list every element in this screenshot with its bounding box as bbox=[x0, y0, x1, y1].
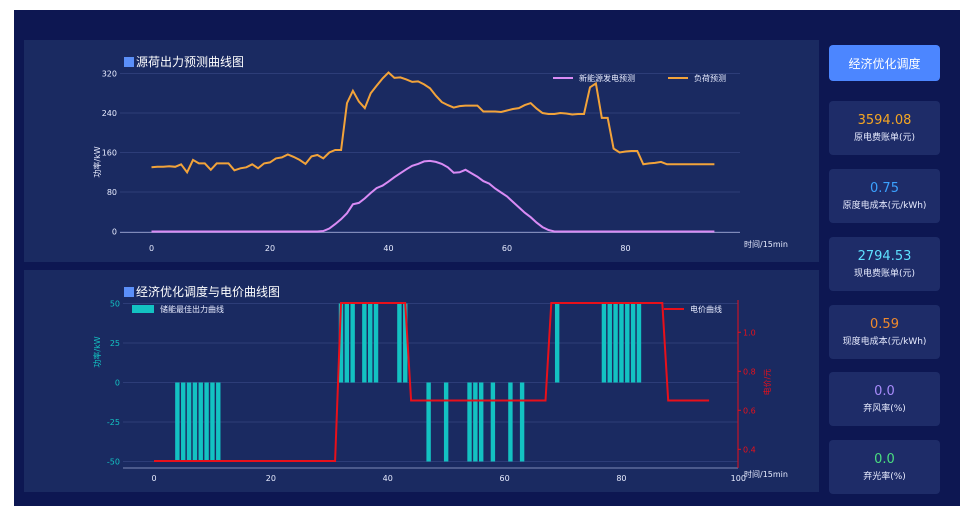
stat-label: 原电费账单(元) bbox=[853, 133, 916, 143]
stat-label: 弃光率(%) bbox=[863, 472, 906, 482]
stat-label: 弃风率(%) bbox=[863, 404, 906, 414]
title-marker-icon bbox=[124, 56, 134, 67]
economic-dispatch-button[interactable]: 经济优化调度 bbox=[829, 45, 940, 81]
dispatch-panel-title: 经济优化调度与电价曲线图 bbox=[124, 283, 280, 300]
stat-card-original-unit-cost: 0.75 原度电成本(元/kWh) bbox=[829, 169, 940, 223]
stat-value: 0.0 bbox=[874, 452, 895, 467]
stat-card-wind-curtailment: 0.0 弃风率(%) bbox=[829, 372, 940, 426]
stat-value: 3594.08 bbox=[857, 113, 912, 128]
stat-label: 现度电成本(元/kWh) bbox=[842, 337, 927, 347]
forecast-title-text: 源荷出力预测曲线图 bbox=[136, 55, 245, 69]
stat-card-original-bill: 3594.08 原电费账单(元) bbox=[829, 101, 940, 155]
stat-label: 现电费账单(元) bbox=[853, 269, 916, 279]
stat-card-current-unit-cost: 0.59 现度电成本(元/kWh) bbox=[829, 305, 940, 359]
stat-value: 0.59 bbox=[870, 317, 899, 332]
forecast-panel-title: 源荷出力预测曲线图 bbox=[124, 53, 244, 70]
forecast-panel bbox=[24, 40, 819, 262]
dispatch-title-text: 经济优化调度与电价曲线图 bbox=[136, 285, 281, 299]
stat-card-solar-curtailment: 0.0 弃光率(%) bbox=[829, 440, 940, 494]
stat-card-current-bill: 2794.53 现电费账单(元) bbox=[829, 237, 940, 291]
stat-value: 0.0 bbox=[874, 384, 895, 399]
stat-value: 0.75 bbox=[870, 181, 899, 196]
dispatch-panel bbox=[24, 270, 819, 492]
stat-label: 原度电成本(元/kWh) bbox=[842, 201, 927, 211]
stat-value: 2794.53 bbox=[857, 249, 912, 264]
title-marker-icon bbox=[124, 286, 134, 297]
